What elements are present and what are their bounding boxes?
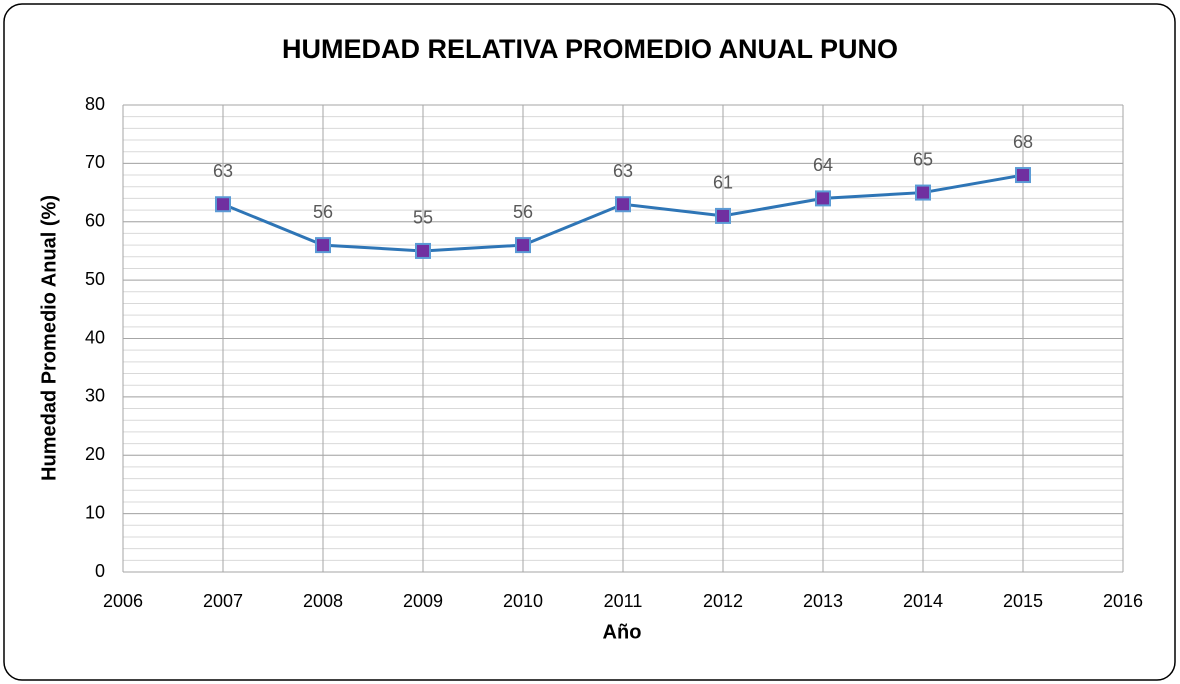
data-label: 68 [1013,132,1033,152]
data-point [1015,167,1031,184]
data-label: 55 [413,208,433,228]
x-tick-label: 2015 [1003,591,1043,611]
y-tick-label: 30 [85,386,105,406]
data-point [315,237,331,254]
y-tick-label: 40 [85,327,105,347]
chart-title: HUMEDAD RELATIVA PROMEDIO ANUAL PUNO [282,34,898,64]
y-tick-label: 70 [85,152,105,172]
data-label: 65 [913,149,933,169]
data-point [515,237,531,254]
data-label: 63 [613,161,633,181]
y-tick-label: 0 [95,561,105,581]
y-tick-label: 50 [85,269,105,289]
x-axis-label: Año [603,621,642,643]
frame [3,3,1176,681]
x-tick-label: 2011 [604,591,643,611]
y-axis-label: Humedad Promedio Anual (%) [38,195,60,481]
x-tick-label: 2013 [803,591,843,611]
y-tick-label: 60 [85,211,105,231]
data-point [415,242,431,259]
data-label: 64 [813,155,833,175]
x-tick-label: 2009 [403,591,443,611]
data-label: 61 [713,173,733,193]
x-tick-label: 2006 [103,591,143,611]
data-point [215,196,231,213]
data-label: 56 [513,202,533,222]
x-tick-label: 2010 [503,591,543,611]
x-tick-label: 2012 [703,591,743,611]
data-point [815,190,831,207]
y-tick-label: 20 [85,444,105,464]
data-label: 56 [313,202,333,222]
data-point [915,184,931,201]
y-tick-label: 80 [85,94,105,114]
x-tick-label: 2016 [1103,591,1143,611]
x-tick-label: 2007 [203,591,243,611]
data-point [615,196,631,213]
data-label: 63 [213,161,233,181]
x-tick-label: 2014 [903,591,943,611]
data-point [715,207,731,224]
x-tick-label: 2008 [303,591,343,611]
y-tick-label: 10 [85,502,105,522]
